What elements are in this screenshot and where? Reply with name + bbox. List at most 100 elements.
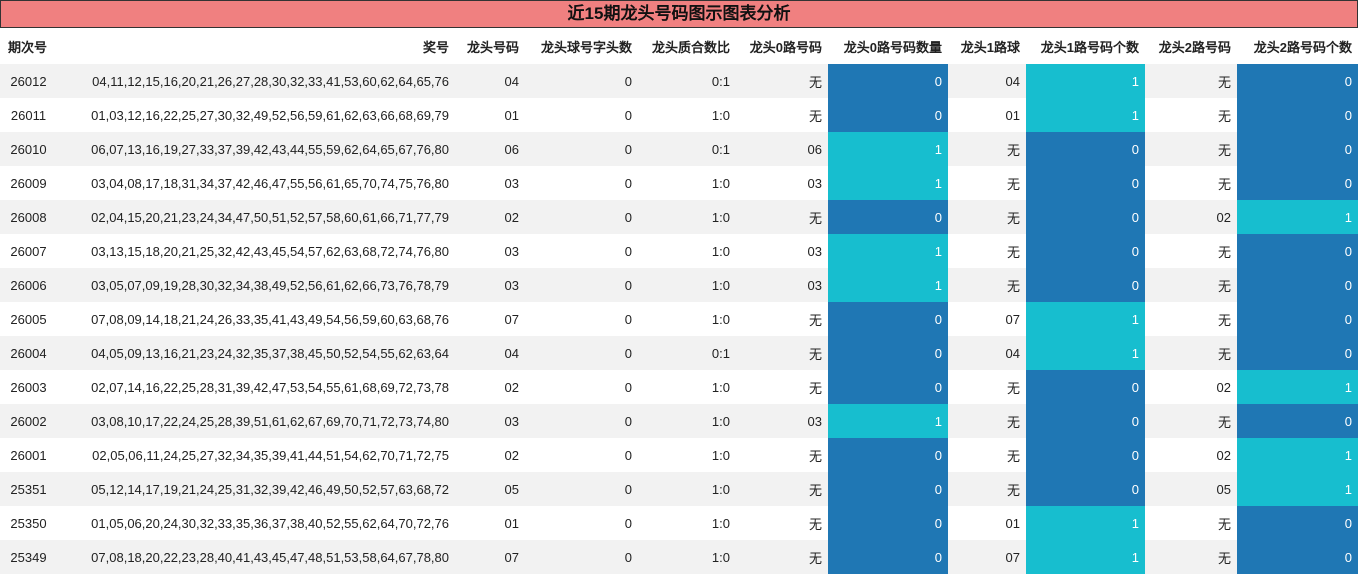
- table-cell: 无: [736, 64, 828, 98]
- table-cell: 0: [1237, 132, 1358, 166]
- table-cell: 02: [504, 447, 519, 463]
- table-cell: 无: [1217, 516, 1231, 532]
- table-cell: 0: [525, 132, 638, 166]
- table-cell: 0: [624, 311, 632, 327]
- table-cell: 0: [1237, 506, 1358, 540]
- table-cell: 0: [828, 506, 948, 540]
- data-table: 期次号 奖号 龙头号码 龙头球号字头数 龙头质合数比 龙头0路号码 龙头0路号码数量 龙头1路…: [0, 28, 1358, 574]
- table-cell: 无: [948, 404, 1026, 438]
- table-cell: 1:0: [711, 243, 730, 259]
- table-cell: 0: [1237, 540, 1358, 574]
- table-cell: 1: [1026, 302, 1145, 336]
- table-cell: 03: [504, 175, 519, 191]
- table-cell: 01,05,06,20,24,30,32,33,35,36,37,38,40,5…: [91, 515, 449, 531]
- table-cell: 无: [1145, 336, 1237, 370]
- table-cell: 0: [624, 107, 632, 123]
- table-row: 26011 01,03,12,16,22,25,27,30,32,49,52,56…: [0, 98, 1358, 132]
- table-cell: 1: [1237, 200, 1358, 234]
- table-cell: 0: [828, 438, 948, 472]
- table-cell: 0: [624, 379, 632, 395]
- table-cell: 无: [1006, 176, 1020, 192]
- table-cell: 0: [1026, 132, 1145, 166]
- table-cell: 0: [1237, 268, 1358, 302]
- table-cell: 01: [1005, 515, 1020, 531]
- table-cell: 0: [525, 404, 638, 438]
- table-cell: 无: [808, 516, 822, 532]
- period-cell: 26002: [0, 404, 57, 438]
- table-cell: 03: [736, 404, 828, 438]
- table-cell: 0: [525, 200, 638, 234]
- table-cell: 1:0: [711, 379, 730, 395]
- table-cell: 05,12,14,17,19,21,24,25,31,32,39,42,46,4…: [57, 472, 455, 506]
- table-cell: 无: [808, 380, 822, 396]
- table-cell: 0: [525, 64, 638, 98]
- table-cell: 07: [948, 540, 1026, 574]
- table-cell: 03: [807, 175, 822, 191]
- table-cell: 0: [525, 268, 638, 302]
- table-cell: 04: [455, 64, 525, 98]
- table-cell: 06: [736, 132, 828, 166]
- period-cell: 26009: [10, 175, 47, 191]
- table-row: 26004 04,05,09,13,16,21,23,24,32,35,37,38…: [0, 336, 1358, 370]
- table-cell: 1: [828, 234, 948, 268]
- column-header: 龙头1路号码个数: [1026, 28, 1145, 64]
- table-cell: 1:0: [638, 472, 736, 506]
- table-cell: 无: [948, 200, 1026, 234]
- period-cell: 26006: [0, 268, 57, 302]
- column-header: 期次号: [0, 28, 57, 64]
- period-cell: 26008: [0, 200, 57, 234]
- table-cell: 07,08,18,20,22,23,28,40,41,43,45,47,48,5…: [57, 540, 455, 574]
- table-cell: 04,05,09,13,16,21,23,24,32,35,37,38,45,5…: [57, 336, 455, 370]
- column-header: 龙头0路号码: [736, 28, 828, 64]
- column-header: 奖号: [57, 28, 455, 64]
- table-cell: 02: [1216, 447, 1231, 463]
- table-row: 26008 02,04,15,20,21,23,24,34,47,50,51,52…: [0, 200, 1358, 234]
- table-cell: 03: [736, 268, 828, 302]
- table-cell: 01: [1005, 107, 1020, 123]
- table-cell: 0: [1026, 268, 1145, 302]
- table-cell: 1:0: [711, 311, 730, 327]
- period-cell: 26012: [0, 64, 57, 98]
- table-cell: 03,13,15,18,20,21,25,32,42,43,45,54,57,6…: [91, 243, 449, 259]
- table-row: 26010 06,07,13,16,19,27,33,37,39,42,43,44…: [0, 132, 1358, 166]
- table-cell: 无: [1217, 244, 1231, 260]
- table-cell: 07: [455, 540, 525, 574]
- table-cell: 0: [624, 515, 632, 531]
- table-cell: 0: [1237, 234, 1358, 268]
- column-header: 龙头1路球: [948, 28, 1026, 64]
- table-cell: 03: [455, 404, 525, 438]
- table-cell: 01,03,12,16,22,25,27,30,32,49,52,56,59,6…: [91, 107, 449, 123]
- table-cell: 0: [1237, 64, 1358, 98]
- table-cell: 1: [1026, 98, 1145, 132]
- table-cell: 1: [828, 268, 948, 302]
- table-cell: 0:1: [638, 132, 736, 166]
- column-header: 龙头质合数比: [638, 28, 736, 64]
- period-cell: 26007: [10, 243, 47, 259]
- table-row: 26006 03,05,07,09,19,28,30,32,34,38,49,52…: [0, 268, 1358, 302]
- table-row: 26003 02,07,14,16,22,25,28,31,39,42,47,53…: [0, 370, 1358, 404]
- table-cell: 02: [455, 200, 525, 234]
- table-cell: 07: [504, 311, 519, 327]
- table-cell: 01: [504, 515, 519, 531]
- table-cell: 0:1: [638, 64, 736, 98]
- table-row: 26012 04,11,12,15,16,20,21,26,27,28,30,32…: [0, 64, 1358, 98]
- table-cell: 1: [828, 166, 948, 200]
- table-cell: 0: [1237, 302, 1358, 336]
- table-cell: 0: [1026, 200, 1145, 234]
- table-cell: 02: [504, 379, 519, 395]
- table-cell: 04: [948, 64, 1026, 98]
- header-row: 期次号 奖号 龙头号码 龙头球号字头数 龙头质合数比 龙头0路号码 龙头0路号码数量 龙头1路…: [0, 28, 1358, 64]
- table-cell: 07: [1005, 311, 1020, 327]
- table-row: 26005 07,08,09,14,18,21,24,26,33,35,41,43…: [0, 302, 1358, 336]
- table-cell: 05: [455, 472, 525, 506]
- table-cell: 无: [1217, 312, 1231, 328]
- table-cell: 1: [1026, 540, 1145, 574]
- table-title: 近15期龙头号码图示图表分析: [0, 0, 1358, 28]
- period-cell: 26005: [10, 311, 47, 327]
- table-row: 26002 03,08,10,17,22,24,25,28,39,51,61,62…: [0, 404, 1358, 438]
- table-cell: 无: [1145, 64, 1237, 98]
- column-header: 龙头2路号码个数: [1237, 28, 1358, 64]
- table-cell: 0: [624, 447, 632, 463]
- table-cell: 02,05,06,11,24,25,27,32,34,35,39,41,44,5…: [92, 447, 449, 463]
